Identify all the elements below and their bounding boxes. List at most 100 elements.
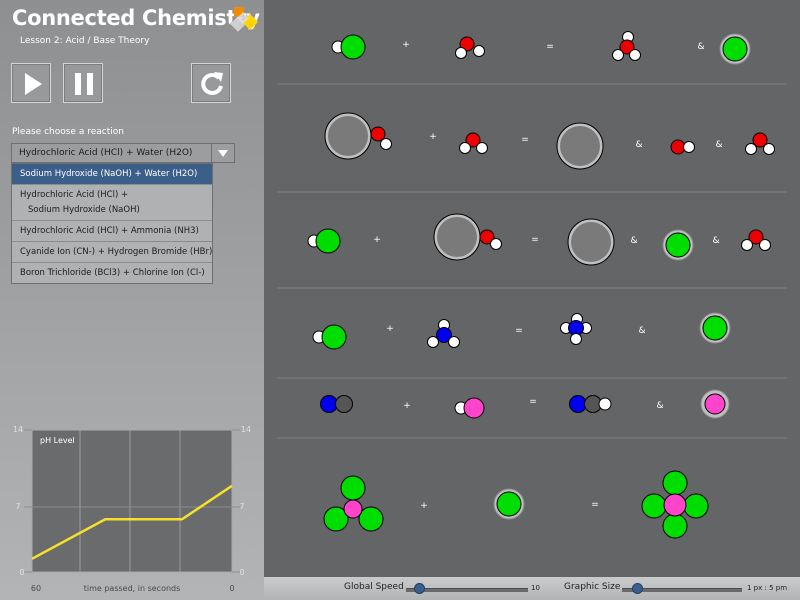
- tetrachloroborate-ion: [641, 470, 709, 539]
- bromide-ion: [700, 389, 730, 419]
- and-symbol: &: [697, 42, 704, 52]
- equals-symbol: =: [515, 326, 523, 336]
- ammonia-molecule: [427, 319, 460, 348]
- chevron-down-icon: [218, 150, 228, 157]
- equals-symbol: =: [521, 135, 529, 145]
- and-symbol: &: [635, 140, 642, 150]
- reaction-option[interactable]: Boron Trichloride (BCl3) + Chlorine Ion …: [12, 263, 212, 283]
- x-tick-end: 0: [229, 584, 234, 593]
- reaction-label: Please choose a reaction: [12, 127, 124, 137]
- and-symbol: &: [638, 326, 645, 336]
- reaction-dropdown-list: Sodium Hydroxide (NaOH) + Water (H2O) Hy…: [11, 163, 213, 284]
- hydroxide-molecule: [670, 139, 695, 155]
- reset-icon: [201, 72, 223, 95]
- reaction-option-label: Boron Trichloride (BCl3) + Chlorine Ion …: [20, 268, 205, 278]
- cyanide-ion: [320, 395, 353, 413]
- chloride-ion: [719, 33, 751, 65]
- bottom-bar: Global Speed 10 Graphic Size 1 px : 5 pm: [264, 577, 800, 600]
- global-speed-label: Global Speed: [344, 582, 404, 592]
- reaction-option[interactable]: Sodium Hydroxide (NaOH) + Water (H2O): [12, 164, 212, 185]
- reaction-option[interactable]: Hydrochloric Acid (HCl) + Ammonia (NH3): [12, 221, 212, 242]
- reaction-option[interactable]: Hydrochloric Acid (HCl) + Sodium Hydroxi…: [12, 185, 212, 221]
- hydroxide-complex-molecule: [324, 112, 392, 160]
- graphic-size-slider[interactable]: [622, 583, 742, 594]
- sodium-ion: [556, 122, 604, 170]
- x-axis-label: time passed, in seconds: [84, 584, 181, 593]
- chloride-ion: [662, 229, 694, 261]
- hcl-molecule: [307, 228, 341, 254]
- reaction-select-value-text: Hydrochloric Acid (HCl) + Water (H2O): [19, 148, 193, 158]
- reaction-option-label: Cyanide Ion (CN-) + Hydrogen Bromide (HB…: [20, 247, 213, 257]
- plus-symbol: +: [402, 40, 410, 50]
- plus-symbol: +: [420, 501, 428, 511]
- reaction-select[interactable]: Hydrochloric Acid (HCl) + Water (H2O): [11, 143, 235, 163]
- plus-symbol: +: [403, 401, 411, 411]
- reaction-option-label: Sodium Hydroxide (NaOH) + Water (H2O): [20, 169, 198, 179]
- and-symbol: &: [715, 140, 722, 150]
- ph-series-line: [31, 484, 233, 560]
- global-speed-slider[interactable]: [406, 583, 528, 594]
- reset-button[interactable]: [191, 63, 231, 103]
- and-symbol: &: [656, 401, 663, 411]
- equals-symbol: =: [546, 42, 554, 52]
- global-speed-value: 10: [531, 584, 540, 592]
- dropdown-arrow-button[interactable]: [211, 144, 234, 162]
- reaction-select-value: Hydrochloric Acid (HCl) + Water (H2O): [19, 148, 192, 158]
- and-symbol: &: [630, 236, 637, 246]
- equals-symbol: =: [531, 235, 539, 245]
- hcl-molecule: [312, 324, 347, 350]
- equals-symbol: =: [529, 397, 537, 407]
- chloride-ion: [699, 312, 731, 344]
- reaction-row-3: + = & &: [307, 213, 771, 266]
- reaction-row-6: + =: [323, 470, 709, 539]
- reaction-option-label: Hydrochloric Acid (HCl) + Ammonia (NH3): [20, 226, 199, 236]
- graphic-size-slider-handle[interactable]: [632, 583, 644, 594]
- reaction-row-4: + = &: [312, 312, 731, 350]
- y-tick-right-bottom: 0: [239, 568, 244, 577]
- reaction-option[interactable]: Cyanide Ion (CN-) + Hydrogen Bromide (HB…: [12, 242, 212, 263]
- play-button[interactable]: [11, 63, 51, 103]
- water-molecule: [459, 132, 488, 154]
- water-molecule: [745, 132, 775, 155]
- plus-symbol: +: [373, 235, 381, 245]
- hcn-molecule: [569, 395, 612, 413]
- y-tick-left-top: 14: [13, 425, 23, 434]
- plus-symbol: +: [386, 324, 394, 334]
- pause-button[interactable]: [63, 63, 103, 103]
- y-tick-left-mid: 7: [15, 502, 20, 511]
- reaction-panel: + = & + =: [264, 0, 800, 577]
- global-speed-slider-handle[interactable]: [413, 583, 425, 594]
- hydroxide-complex-molecule: [433, 213, 502, 261]
- water-molecule: [455, 36, 485, 59]
- chloride-ion: [493, 488, 525, 520]
- reaction-row-5: + = &: [320, 389, 730, 419]
- boron-trichloride-molecule: [323, 475, 384, 532]
- water-molecule: [741, 229, 771, 251]
- hydronium-molecule: [612, 31, 641, 61]
- sodium-ion: [567, 218, 615, 266]
- sidebar: Connected Chemistry Lesson 2: Acid / Bas…: [0, 0, 264, 600]
- ammonium-molecule: [560, 313, 592, 345]
- reaction-row-1: + = &: [331, 31, 751, 65]
- equals-symbol: =: [591, 500, 599, 510]
- y-tick-right-top: 14: [241, 425, 251, 434]
- hcl-molecule: [331, 34, 366, 60]
- chart-title: pH Level: [40, 436, 75, 445]
- reaction-option-label: Hydrochloric Acid (HCl) +: [20, 190, 129, 200]
- and-symbol: &: [712, 236, 719, 246]
- app-title: Connected Chemistry: [12, 6, 260, 30]
- y-tick-left-bottom: 0: [19, 568, 24, 577]
- ph-chart: 14 7 0 14 7 0 pH Level 60 0 time passed,…: [13, 425, 251, 593]
- logo-icon: [229, 7, 258, 33]
- reaction-row-2: + = & &: [324, 112, 775, 170]
- play-icon: [25, 73, 42, 95]
- lesson-subtitle: Lesson 2: Acid / Base Theory: [20, 36, 150, 46]
- reaction-option-label-line2: Sodium Hydroxide (NaOH): [28, 205, 140, 215]
- y-tick-right-mid: 7: [239, 502, 244, 511]
- plus-symbol: +: [429, 132, 437, 142]
- graphic-size-value: 1 px : 5 pm: [747, 584, 788, 592]
- graphic-size-label: Graphic Size: [564, 582, 621, 592]
- hbr-molecule: [454, 397, 485, 419]
- x-tick-start: 60: [31, 584, 41, 593]
- pause-icon: [75, 73, 93, 95]
